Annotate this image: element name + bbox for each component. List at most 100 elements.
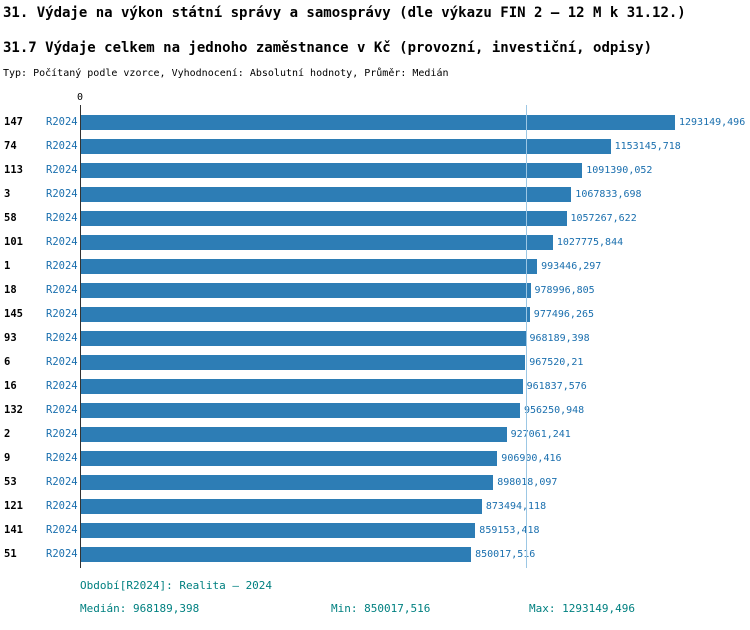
chart-row: 9 R2024 906900,416 <box>0 446 750 470</box>
bar-value-label: 850017,516 <box>475 548 536 560</box>
bar <box>80 354 526 370</box>
bar-chart: 0 147 R2024 1293149,496 74 R2024 1153145,718 1… <box>0 92 750 568</box>
bar-value-label: 977496,265 <box>533 308 595 320</box>
row-id-label: 132 <box>4 404 23 416</box>
row-series-label: R2024 <box>46 476 78 488</box>
row-id-label: 101 <box>4 236 23 248</box>
chart-title: 31.7 Výdaje celkem na jednoho zaměstnanc… <box>3 40 653 56</box>
chart-row: 101 R2024 1027775,844 <box>0 230 750 254</box>
chart-row: 74 R2024 1153145,718 <box>0 134 750 158</box>
row-id-label: 145 <box>4 308 23 320</box>
chart-row: 1 R2024 993446,297 <box>0 254 750 278</box>
chart-row: 16 R2024 961837,576 <box>0 374 750 398</box>
row-series-label: R2024 <box>46 404 78 416</box>
chart-row: 3 R2024 1067833,698 <box>0 182 750 206</box>
row-series-label: R2024 <box>46 452 78 464</box>
row-id-label: 74 <box>4 140 17 152</box>
bar-value-label: 906900,416 <box>501 452 562 464</box>
bar-value-label: 927061,241 <box>510 428 571 440</box>
row-series-label: R2024 <box>46 428 78 440</box>
bar <box>80 546 472 562</box>
bar <box>80 210 567 226</box>
bar-value-label: 1153145,718 <box>614 140 681 152</box>
bar <box>80 234 553 250</box>
row-id-label: 121 <box>4 500 23 512</box>
chart-row: 18 R2024 978996,805 <box>0 278 750 302</box>
chart-row: 2 R2024 927061,241 <box>0 422 750 446</box>
bar-value-label: 859153,418 <box>479 524 540 536</box>
row-series-label: R2024 <box>46 116 78 128</box>
bar-value-label: 1293149,496 <box>679 116 746 128</box>
row-id-label: 3 <box>4 188 11 200</box>
row-series-label: R2024 <box>46 308 78 320</box>
max-stat-label: Max: 1293149,496 <box>529 602 635 615</box>
bar <box>80 330 526 346</box>
bar-value-label: 898018,097 <box>497 476 558 488</box>
bar <box>80 306 530 322</box>
row-series-label: R2024 <box>46 236 78 248</box>
row-id-label: 51 <box>4 548 17 560</box>
chart-meta-line: Typ: Počítaný podle vzorce, Vyhodnocení:… <box>3 68 449 79</box>
chart-row: 58 R2024 1057267,622 <box>0 206 750 230</box>
chart-row: 145 R2024 977496,265 <box>0 302 750 326</box>
row-id-label: 93 <box>4 332 17 344</box>
bar-value-label: 978996,805 <box>534 284 595 296</box>
chart-row: 51 R2024 850017,516 <box>0 542 750 566</box>
bar <box>80 402 520 418</box>
bar <box>80 114 675 130</box>
bar-value-label: 993446,297 <box>541 260 602 272</box>
row-series-label: R2024 <box>46 548 78 560</box>
bar <box>80 138 611 154</box>
median-line <box>525 105 527 568</box>
bar <box>80 450 498 466</box>
x-axis-zero-label: 0 <box>76 92 84 103</box>
row-id-label: 18 <box>4 284 17 296</box>
bar-value-label: 1091390,052 <box>586 164 653 176</box>
row-series-label: R2024 <box>46 356 78 368</box>
row-series-label: R2024 <box>46 380 78 392</box>
chart-row: 6 R2024 967520,21 <box>0 350 750 374</box>
row-series-label: R2024 <box>46 140 78 152</box>
bar <box>80 498 482 514</box>
row-series-label: R2024 <box>46 524 78 536</box>
chart-row: 141 R2024 859153,418 <box>0 518 750 542</box>
row-series-label: R2024 <box>46 260 78 272</box>
row-id-label: 2 <box>4 428 11 440</box>
chart-rows: 147 R2024 1293149,496 74 R2024 1153145,718 113… <box>0 92 750 566</box>
bar <box>80 186 572 202</box>
bar <box>80 378 523 394</box>
bar-value-label: 873494,118 <box>485 500 547 512</box>
row-id-label: 147 <box>4 116 23 128</box>
chart-row: 113 R2024 1091390,052 <box>0 158 750 182</box>
bar-value-label: 1067833,698 <box>575 188 642 200</box>
bar-value-label: 1027775,844 <box>556 236 624 248</box>
bar <box>80 258 538 274</box>
row-id-label: 58 <box>4 212 17 224</box>
period-label: Období[R2024]: Realita – 2024 <box>80 579 273 592</box>
bar-value-label: 967520,21 <box>529 356 584 368</box>
row-series-label: R2024 <box>46 212 78 224</box>
bar <box>80 282 531 298</box>
report-title: 31. Výdaje na výkon státní správy a samo… <box>3 5 686 21</box>
bar <box>80 162 583 178</box>
y-axis-line <box>80 105 81 568</box>
bar <box>80 522 476 538</box>
bar-value-label: 968189,398 <box>529 332 590 344</box>
row-series-label: R2024 <box>46 188 78 200</box>
median-stat-label: Medián: 968189,398 <box>80 602 200 615</box>
row-id-label: 9 <box>4 452 11 464</box>
bar <box>80 474 494 490</box>
row-series-label: R2024 <box>46 500 78 512</box>
row-id-label: 16 <box>4 380 17 392</box>
bar-value-label: 1057267,622 <box>570 212 637 224</box>
row-series-label: R2024 <box>46 164 78 176</box>
chart-row: 93 R2024 968189,398 <box>0 326 750 350</box>
row-series-label: R2024 <box>46 332 78 344</box>
row-id-label: 141 <box>4 524 23 536</box>
row-id-label: 113 <box>4 164 23 176</box>
footer-stats: Medián: 968189,398 Min: 850017,516 Max: … <box>0 602 750 618</box>
chart-row: 147 R2024 1293149,496 <box>0 110 750 134</box>
row-id-label: 53 <box>4 476 17 488</box>
bar-value-label: 961837,576 <box>526 380 587 392</box>
chart-row: 53 R2024 898018,097 <box>0 470 750 494</box>
